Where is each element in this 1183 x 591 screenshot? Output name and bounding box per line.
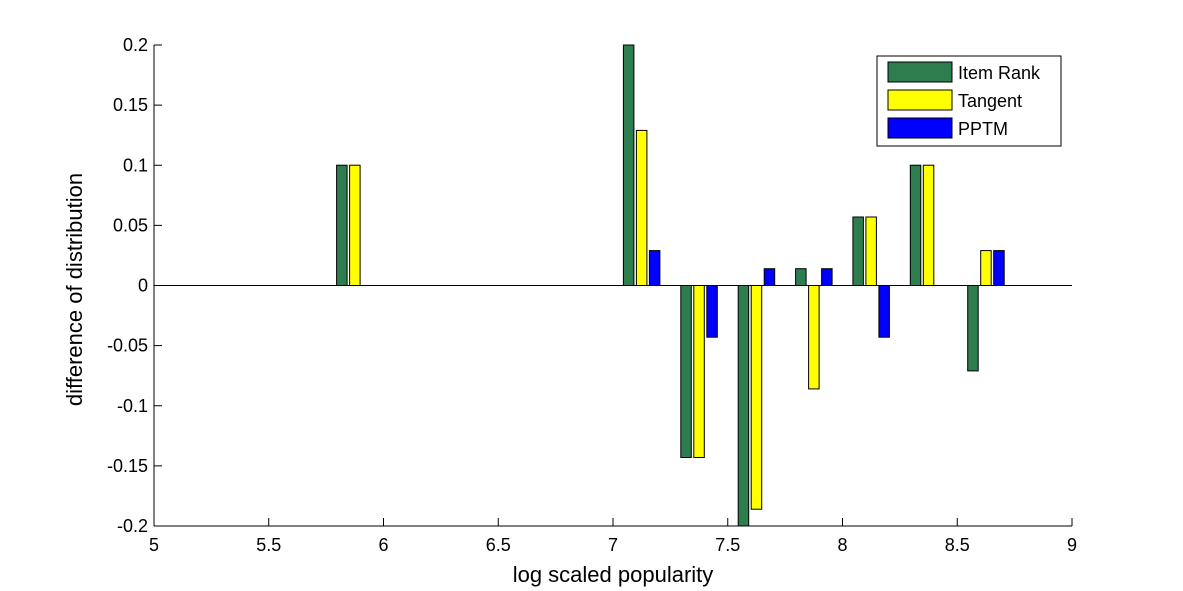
bar-item-rank: [909, 164, 922, 286]
x-tick-label: 7.5: [715, 535, 740, 555]
bar-pptm: [648, 250, 661, 287]
bar-tangent: [980, 250, 992, 287]
x-tick-label: 5: [149, 535, 159, 555]
bar-tangent: [635, 129, 648, 286]
axes-group: 0.2 0.15 0.1 0.05 0 -0.05 -0.1 -0.15 -0.25 5.5 6 6.…: [107, 35, 1077, 555]
bars-group: [336, 44, 1005, 527]
y-tick-label: -0.15: [107, 456, 148, 476]
y-tick-label: 0.2: [123, 35, 148, 55]
bar-item-rank: [795, 268, 807, 287]
bar-pptm: [821, 268, 833, 287]
bar-tangent: [750, 285, 763, 510]
legend-swatch: [887, 117, 953, 139]
y-tick-label: 0.1: [123, 155, 148, 175]
bar-tangent: [808, 285, 820, 390]
y-tick-label: -0.1: [117, 396, 148, 416]
legend-label: PPTM: [958, 119, 1008, 139]
bar-tangent: [693, 285, 705, 458]
bar-pptm: [878, 285, 890, 338]
bar-item-rank: [852, 216, 864, 286]
x-tick-label: 6: [378, 535, 388, 555]
y-tick-label: -0.05: [107, 336, 148, 356]
x-axis-label: log scaled popularity: [513, 562, 714, 587]
y-tick-label: 0: [138, 276, 148, 296]
legend-swatch: [887, 61, 953, 83]
x-tick-label: 5.5: [256, 535, 281, 555]
y-tick-label: -0.2: [117, 516, 148, 536]
bar-tangent: [922, 164, 935, 286]
bar-pptm: [993, 250, 1005, 287]
x-tick-label: 6.5: [486, 535, 511, 555]
bar-item-rank: [336, 164, 348, 286]
x-tick-label: 8: [837, 535, 847, 555]
bar-pptm: [706, 285, 718, 338]
y-axis-label: difference of distribution: [62, 173, 87, 406]
x-tick-label: 7: [608, 535, 618, 555]
legend-label: Tangent: [958, 91, 1022, 111]
bar-tangent: [865, 216, 877, 286]
bar-item-rank: [622, 44, 635, 286]
bar-item-rank: [680, 285, 692, 458]
x-tick-label: 8.5: [945, 535, 970, 555]
bar-pptm: [763, 268, 776, 287]
bar-item-rank: [737, 285, 750, 527]
legend: Item Rank Tangent PPTM: [876, 55, 1062, 147]
y-tick-label: 0.05: [113, 215, 148, 235]
x-tick-label: 9: [1067, 535, 1077, 555]
legend-swatch: [887, 89, 953, 111]
y-tick-label: 0.15: [113, 95, 148, 115]
bar-tangent: [349, 164, 361, 286]
legend-label: Item Rank: [958, 63, 1041, 83]
bar-item-rank: [967, 285, 979, 372]
